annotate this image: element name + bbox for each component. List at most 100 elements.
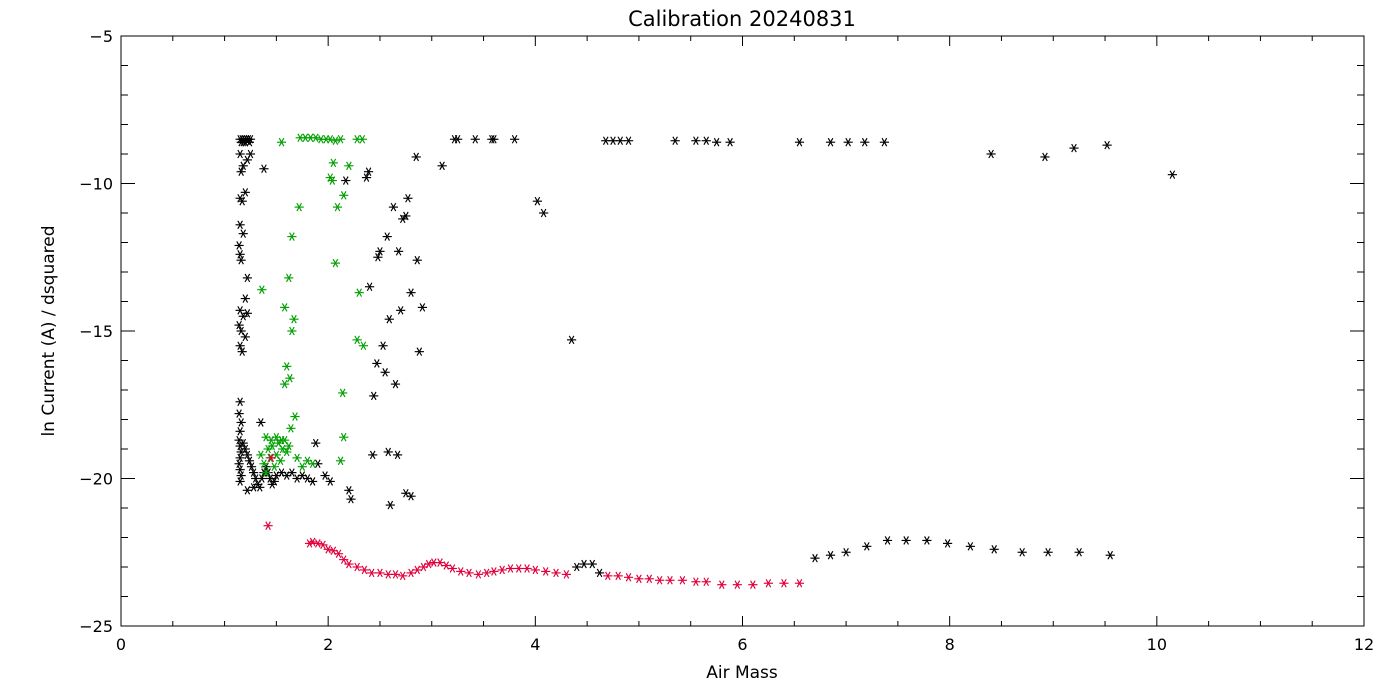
- data-point: [634, 574, 644, 584]
- data-point: [456, 567, 466, 576]
- data-point: [441, 561, 451, 570]
- data-point: [623, 136, 634, 145]
- data-point: [308, 459, 318, 469]
- data-point: [280, 303, 290, 312]
- data-point: [236, 471, 246, 480]
- data-point: [417, 303, 428, 312]
- data-point: [237, 347, 247, 356]
- data-point: [284, 273, 294, 283]
- data-point: [375, 247, 385, 256]
- data-point: [717, 580, 727, 589]
- data-point: [732, 580, 742, 589]
- data-point: [748, 580, 758, 589]
- chart-title: Calibration 20240831: [628, 7, 856, 31]
- data-point: [339, 432, 349, 442]
- axis-ticks: [120, 35, 1365, 627]
- data-point: [359, 565, 370, 575]
- data-point: [267, 441, 277, 451]
- data-point: [388, 202, 399, 212]
- data-point: [375, 568, 385, 578]
- data-point: [464, 568, 474, 578]
- data-point: [989, 545, 999, 554]
- data-point: [779, 578, 789, 588]
- data-point: [235, 477, 245, 486]
- data-point: [235, 250, 245, 259]
- data-point: [235, 220, 245, 230]
- data-point: [311, 438, 321, 448]
- data-point: [372, 359, 382, 368]
- data-point: [276, 137, 287, 147]
- data-point: [344, 559, 354, 569]
- data-point: [325, 134, 335, 144]
- data-point: [383, 447, 393, 457]
- data-point: [603, 571, 613, 581]
- data-point: [644, 574, 654, 584]
- data-point: [335, 134, 346, 144]
- tick-labels: 0 2 4 6 8 10 12 −25 −20 −15 −10 −5: [79, 27, 1374, 654]
- data-point: [318, 540, 328, 550]
- data-point: [398, 571, 408, 581]
- data-point: [435, 558, 445, 567]
- data-point: [235, 193, 245, 203]
- data-point: [234, 320, 244, 330]
- data-point: [403, 193, 413, 203]
- data-point: [344, 486, 354, 495]
- data-point: [794, 578, 805, 588]
- data-point: [712, 137, 722, 147]
- data-point: [470, 134, 480, 144]
- data-point: [1102, 140, 1112, 150]
- data-point: [551, 568, 561, 578]
- data-point: [541, 567, 551, 576]
- data-point: [539, 208, 549, 218]
- data-point: [235, 397, 245, 407]
- data-point: [242, 450, 252, 460]
- data-point: [1167, 170, 1177, 179]
- data-point: [412, 565, 422, 575]
- data-point: [304, 539, 315, 548]
- data-point: [242, 155, 252, 165]
- data-point: [311, 133, 321, 143]
- data-point: [363, 167, 374, 176]
- data-point: [248, 483, 259, 492]
- x-tick-label: 8: [945, 635, 955, 654]
- data-point: [289, 314, 299, 324]
- data-point: [623, 573, 634, 582]
- data-point: [313, 539, 323, 548]
- data-point: [242, 486, 252, 495]
- data-point: [825, 137, 836, 147]
- data-point: [263, 521, 273, 530]
- data-point: [339, 555, 349, 564]
- data-point: [424, 559, 434, 569]
- data-point: [677, 576, 688, 585]
- data-point: [294, 202, 304, 212]
- data-point: [437, 161, 447, 171]
- data-point: [235, 427, 245, 436]
- data-point: [942, 539, 953, 548]
- data-point: [328, 158, 338, 168]
- data-point: [282, 362, 292, 371]
- data-point: [986, 149, 996, 159]
- data-point: [285, 373, 295, 383]
- data-point: [665, 576, 675, 585]
- data-point: [670, 136, 680, 145]
- data-point: [587, 559, 597, 569]
- data-point: [257, 474, 267, 483]
- data-point: [901, 536, 911, 545]
- data-point: [320, 471, 330, 480]
- data-point: [358, 341, 368, 351]
- data-point: [489, 567, 499, 576]
- data-point: [411, 152, 421, 162]
- data-point: [860, 137, 870, 147]
- data-point: [259, 164, 269, 174]
- data-point: [530, 565, 540, 575]
- x-axis-label: Air Mass: [706, 663, 778, 683]
- data-point: [701, 577, 711, 587]
- data-point: [396, 306, 406, 315]
- data-point: [287, 468, 297, 477]
- x-tick-label: 2: [323, 635, 333, 654]
- data-point: [335, 456, 346, 466]
- data-point: [238, 161, 248, 171]
- data-point: [308, 477, 318, 486]
- data-point: [615, 136, 625, 145]
